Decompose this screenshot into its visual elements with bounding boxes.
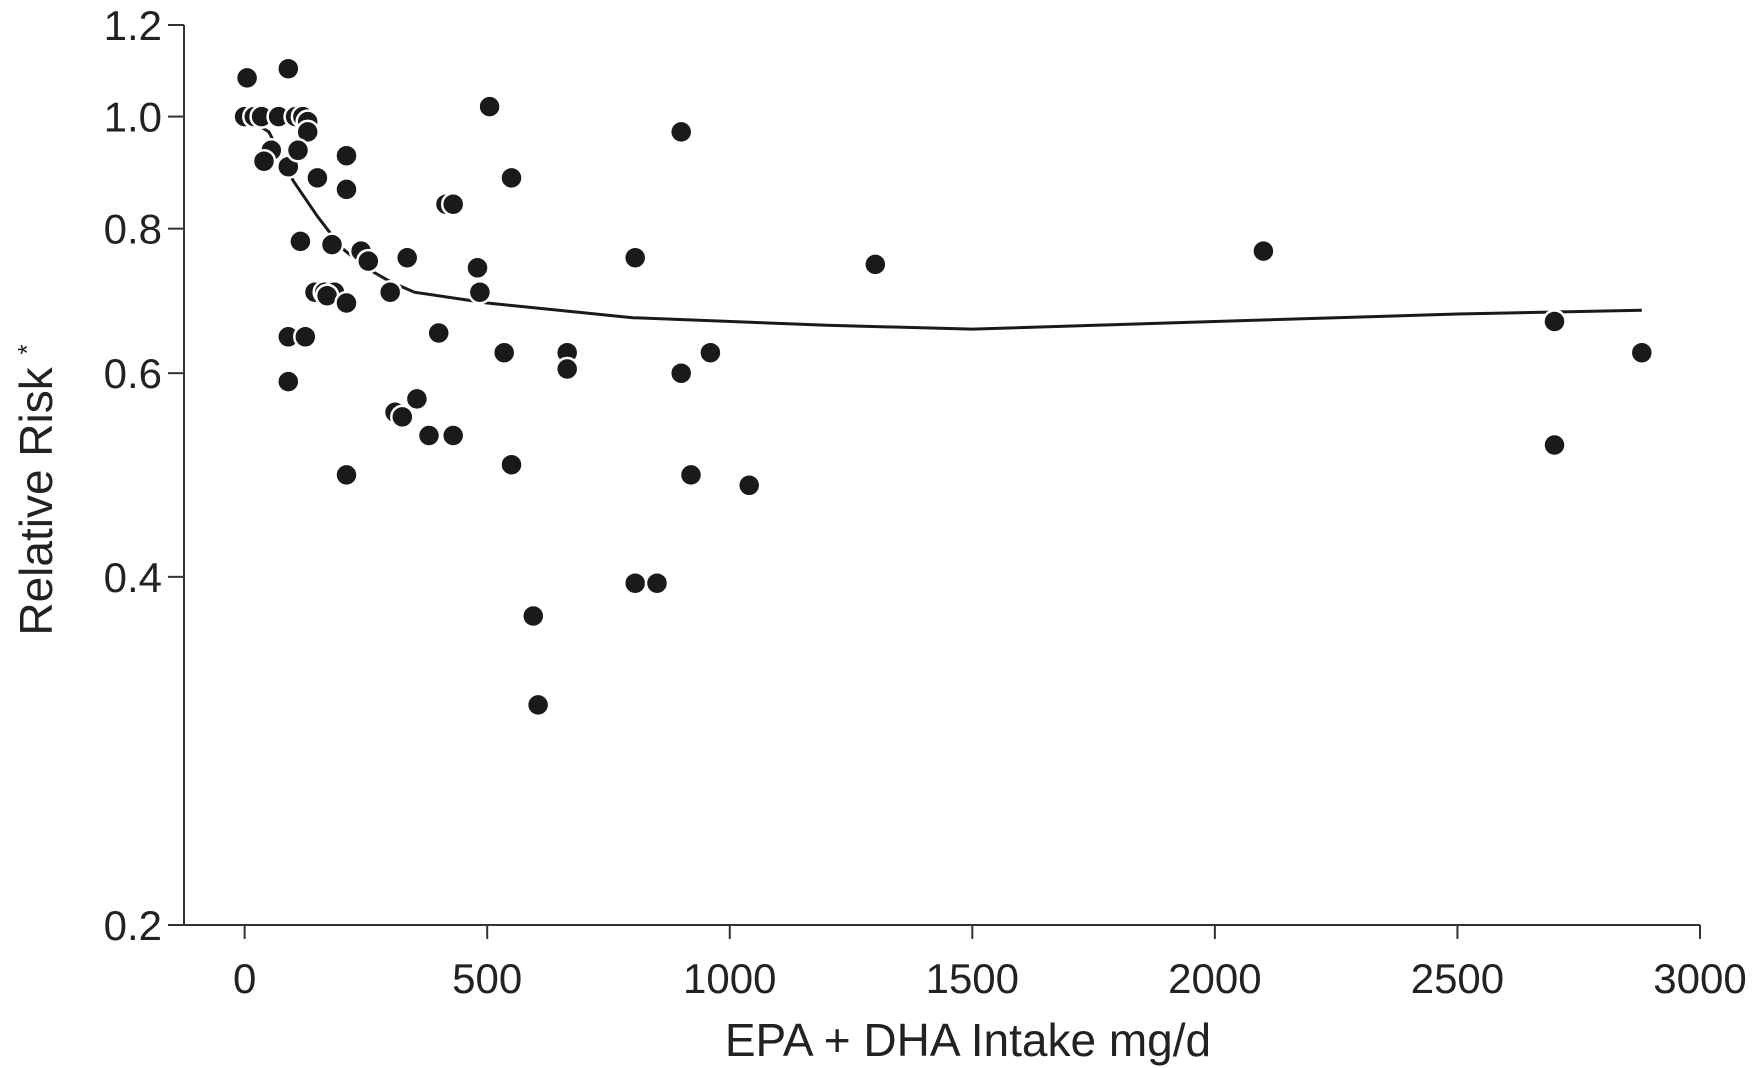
data-point [622,245,648,270]
data-point [491,340,517,365]
data-point [1251,238,1276,264]
data-point [440,423,466,448]
data-point [499,452,524,477]
data-point [698,340,723,365]
data-point [440,191,466,217]
y-axis-ticks: 0.2 0.4 0.6 0.8 1.0 1.2 [104,2,184,949]
data-point [251,148,277,174]
data-point [477,94,502,119]
data-point [377,279,403,305]
data-point [465,255,490,281]
data-point [334,143,359,168]
y-axis-title: Relative Risk * [10,344,62,635]
data-point [863,252,888,277]
data-point [1542,432,1567,458]
data-point [525,692,551,718]
axes [183,25,1700,926]
x-axis-ticks: 0 500 1000 1500 2000 2500 3000 [233,925,1747,1002]
data-point [404,386,430,412]
x-tick-label: 1000 [683,955,776,1002]
data-point [622,570,648,596]
data-point [554,356,580,382]
data-point [334,290,359,316]
data-points [232,56,1655,718]
data-point [334,177,359,202]
data-point [521,603,546,629]
x-tick-label: 500 [452,955,522,1002]
data-point [334,462,359,488]
x-tick-label: 0 [233,955,256,1002]
x-tick-label: 2500 [1411,955,1504,1002]
y-axis-title-superscript: * [12,344,42,354]
trend-line [243,115,1642,331]
data-point [394,245,420,270]
y-tick-label: 1.0 [104,94,162,141]
data-point [288,229,313,254]
y-tick-label: 1.2 [104,2,162,49]
data-point [390,404,415,430]
y-axis-title-text: Relative Risk [10,366,62,635]
data-point [416,423,442,448]
y-tick-label: 0.8 [104,206,162,253]
data-point [668,119,694,145]
data-point [499,165,524,191]
data-point [1629,340,1655,365]
data-point [668,360,694,386]
data-point [276,369,301,394]
data-point [736,473,762,498]
data-point [305,165,330,191]
data-point [426,320,451,346]
data-point [319,232,345,257]
data-point [234,65,260,91]
y-tick-label: 0.2 [104,902,162,949]
x-axis-title: EPA + DHA Intake mg/d [725,1014,1211,1066]
data-point [467,279,493,305]
y-tick-label: 0.4 [104,554,162,601]
x-tick-label: 2000 [1168,955,1261,1002]
x-tick-label: 3000 [1653,955,1746,1002]
data-point [293,324,318,350]
data-point [678,462,704,488]
data-point [356,248,381,274]
x-tick-label: 1500 [926,955,1019,1002]
y-tick-label: 0.6 [104,350,162,397]
data-point [285,138,311,163]
data-point [276,56,301,81]
data-point [1542,309,1567,334]
data-point [644,570,670,596]
